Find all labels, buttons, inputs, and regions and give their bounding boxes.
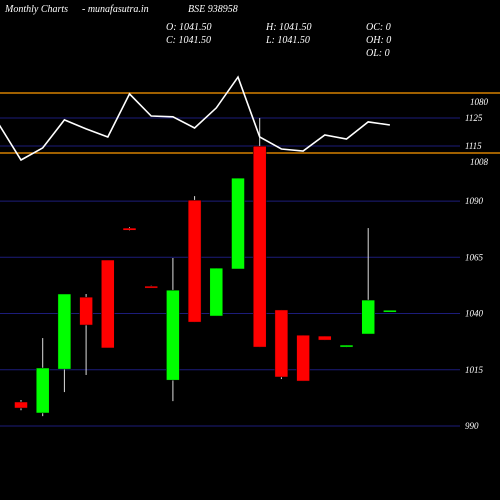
candle-body [383, 309, 397, 313]
symbol: BSE 938958 [188, 4, 238, 15]
y-tick-label: 1015 [465, 365, 484, 375]
candle-body [79, 296, 93, 326]
low-info: L: 1041.50 [265, 35, 310, 46]
close-info: C: 1041.50 [166, 35, 211, 46]
candle-body [209, 267, 224, 317]
y2-tick-label: 1125 [465, 113, 483, 123]
y-tick-label: 1090 [465, 196, 484, 206]
y-tick-label: 1040 [465, 309, 484, 319]
candle-body [361, 299, 375, 335]
candle-body [318, 335, 332, 341]
ol-info: OL: 0 [366, 48, 390, 59]
oh-info: OH: 0 [366, 35, 391, 46]
level-label: 1080 [470, 97, 489, 107]
candle-body [231, 177, 245, 270]
open-info: O: 1041.50 [166, 22, 212, 33]
indicator-line [0, 75, 391, 162]
oc-info: OC: 0 [366, 22, 391, 33]
candle-body [339, 344, 354, 348]
candle-body [252, 145, 267, 348]
high-info: H: 1041.50 [265, 22, 312, 33]
candle-body [296, 334, 310, 382]
y-tick-label: 1065 [465, 252, 484, 262]
candle-body [14, 401, 28, 409]
candle-body [274, 309, 289, 378]
candle-body [35, 367, 50, 414]
candle-body [187, 199, 202, 323]
y-tick-label: 990 [465, 421, 479, 431]
candle-body [57, 293, 72, 370]
candle-body [122, 227, 137, 231]
candle-body [101, 259, 115, 349]
candle-body [166, 289, 180, 381]
chart-title: Monthly Charts [4, 4, 68, 15]
source: - munafasutra.in [82, 4, 149, 15]
candle-body [144, 285, 158, 289]
y2-tick-label: 1115 [465, 141, 482, 151]
level-label: 1008 [470, 157, 489, 167]
